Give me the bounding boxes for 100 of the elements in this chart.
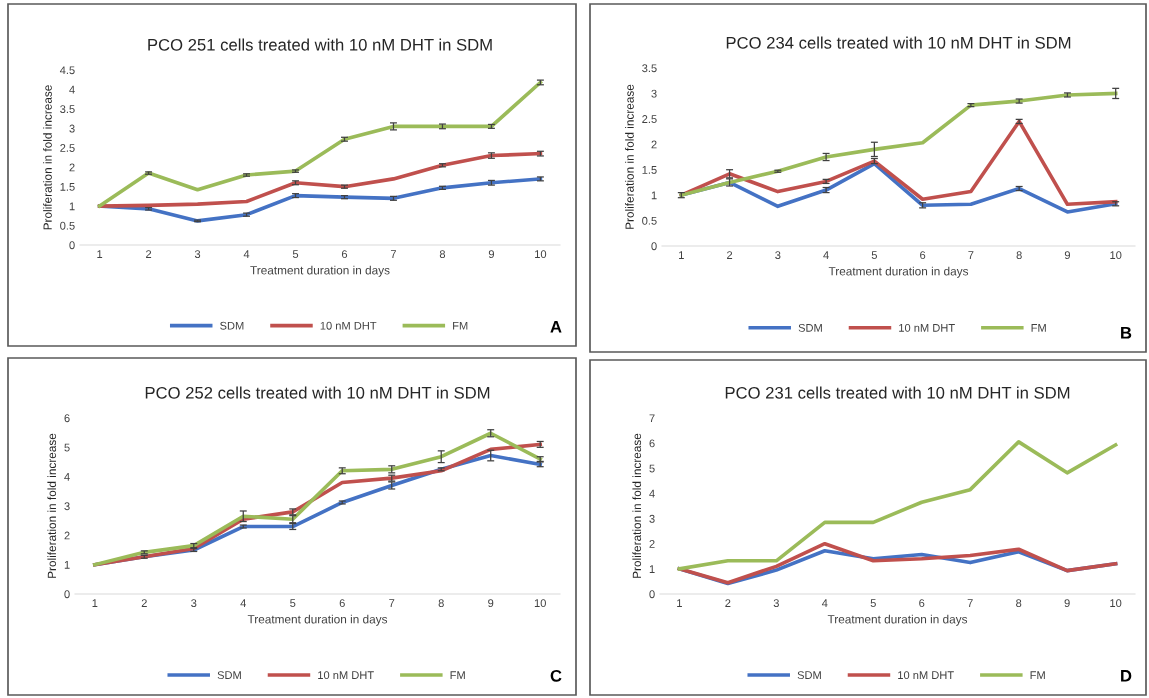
y-tick-label: 1: [651, 191, 657, 200]
x-tick-label: 3: [194, 250, 201, 259]
y-tick-label: 7: [649, 414, 655, 423]
y-axis-title: Proliferation in fold increase: [43, 85, 52, 230]
x-tick-label: 8: [1016, 599, 1022, 608]
y-tick-label: 5: [64, 443, 70, 452]
x-tick-label: 10: [534, 599, 546, 608]
x-tick-label: 2: [727, 251, 733, 259]
line-series: [97, 80, 543, 208]
x-tick-label: 6: [919, 599, 925, 608]
legend-label: FM: [1030, 671, 1045, 679]
y-axis-title: Proliferation in fold increase: [625, 84, 634, 229]
y-tick-label: 2.5: [642, 115, 657, 123]
line-series: [677, 440, 1118, 571]
x-tick-label: 3: [775, 251, 781, 260]
legend-label: FM: [453, 321, 468, 330]
legend-label: FM: [450, 671, 465, 679]
y-axis-title: Proliferation in fold increase: [47, 433, 57, 578]
x-tick-label: 2: [141, 599, 147, 607]
legend-label: 10 nM DHT: [318, 671, 374, 680]
y-tick-label: 4.5: [59, 66, 75, 75]
x-tick-label: 9: [488, 599, 494, 608]
x-tick-label: 3: [191, 599, 197, 608]
x-tick-label: 10: [1110, 251, 1122, 260]
text: D: [1121, 670, 1132, 682]
y-tick-label: 2: [649, 539, 655, 548]
x-tick-label: 8: [439, 250, 446, 259]
x-tick-label: 8: [1016, 251, 1022, 260]
y-tick-label: 6: [64, 414, 70, 423]
legend-label: SDM: [217, 671, 241, 680]
y-tick-label: 3: [651, 89, 657, 98]
x-tick-label: 6: [339, 599, 345, 608]
y-tick-label: 1: [64, 561, 70, 569]
y-tick-label: 0: [651, 242, 657, 251]
x-axis-title: Treatment duration in days: [247, 614, 388, 626]
y-tick-label: 2: [64, 531, 70, 540]
x-tick-label: 5: [870, 599, 876, 608]
y-tick-label: 3: [64, 502, 70, 511]
x-tick-label: 10: [1110, 599, 1122, 608]
y-tick-label: 0.5: [642, 216, 657, 225]
y-tick-label: 0: [69, 241, 75, 250]
y-tick-label: 4: [69, 85, 75, 94]
x-tick-label: 8: [438, 599, 444, 608]
chart-title: PCO 252 cells treated with 10 nM DHT in SDM: [145, 386, 490, 399]
x-tick-label: 10: [535, 250, 547, 259]
x-axis-title: Treatment duration in days: [250, 265, 390, 277]
legend-label: 10 nM DHT: [899, 323, 955, 332]
x-tick-label: 1: [679, 251, 684, 259]
x-tick-label: 4: [823, 251, 829, 259]
legend-label: FM: [1031, 324, 1046, 332]
y-tick-label: 3: [69, 124, 75, 133]
legend-label: SDM: [798, 323, 822, 332]
chart-title: PCO 231 cells treated with 10 nM DHT in SDM: [725, 386, 1070, 399]
y-tick-label: 3: [649, 514, 655, 523]
x-tick-label: 5: [871, 251, 877, 260]
line-series: [679, 119, 1118, 207]
legend-label: SDM: [797, 671, 821, 680]
x-tick-label: 9: [1064, 251, 1070, 260]
y-tick-label: 0: [649, 590, 655, 599]
y-tick-label: 6: [649, 439, 655, 448]
text: A: [550, 321, 562, 333]
x-tick-label: 6: [920, 251, 926, 260]
x-tick-label: 4: [240, 599, 247, 607]
y-tick-label: 3.5: [642, 64, 657, 73]
x-tick-label: 4: [243, 250, 250, 258]
x-tick-label: 5: [292, 250, 299, 259]
chart-title: PCO 234 cells treated with 10 nM DHT in SDM: [726, 36, 1071, 49]
x-tick-label: 7: [967, 599, 973, 607]
y-tick-label: 4: [64, 473, 70, 481]
y-tick-label: 3.5: [60, 105, 75, 114]
line-series: [677, 541, 1118, 585]
x-tick-label: 6: [341, 250, 348, 259]
x-tick-label: 2: [725, 599, 731, 607]
y-tick-label: 2: [651, 140, 657, 149]
x-tick-label: 9: [488, 250, 494, 259]
x-tick-label: 5: [290, 599, 296, 608]
y-axis-title: Proliferation in fold increase: [632, 433, 642, 578]
x-tick-label: 4: [821, 599, 828, 607]
chart-title: PCO 251 cells treated with 10 nM DHT in SDM: [148, 38, 492, 51]
y-tick-label: 0: [64, 590, 70, 599]
x-tick-label: 2: [146, 250, 152, 258]
x-tick-label: 7: [390, 250, 396, 258]
line-series: [679, 91, 1118, 197]
y-tick-label: 2.5: [60, 144, 75, 152]
x-axis-title: Treatment duration in days: [827, 614, 968, 626]
x-tick-label: 1: [92, 599, 98, 607]
y-tick-label: 1.5: [642, 166, 657, 174]
y-tick-label: 2: [69, 163, 75, 172]
x-tick-label: 9: [1064, 599, 1070, 608]
x-tick-label: 7: [389, 599, 395, 607]
text: B: [1121, 327, 1132, 339]
y-tick-label: 1: [649, 565, 655, 573]
x-axis-title: Treatment duration in days: [828, 266, 969, 278]
y-tick-label: 1.5: [60, 183, 75, 191]
y-tick-label: 1: [69, 202, 75, 211]
x-tick-label: 1: [677, 599, 682, 607]
y-tick-label: 0.5: [60, 221, 75, 230]
x-tick-label: 3: [773, 599, 779, 608]
legend-label: 10 nM DHT: [898, 671, 954, 680]
legend-label: 10 nM DHT: [320, 321, 377, 330]
